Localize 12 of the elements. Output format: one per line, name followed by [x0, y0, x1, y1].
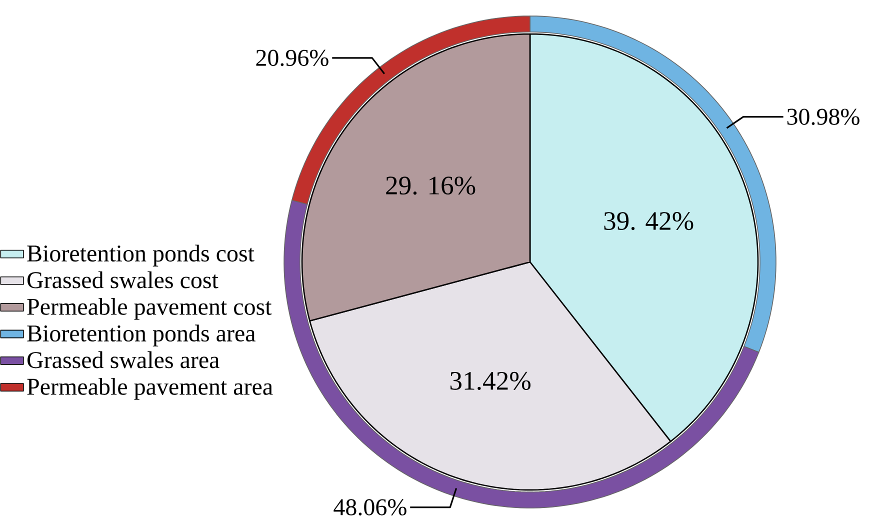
data-label: 39. 42%	[604, 212, 694, 230]
data-label: 48.06%	[334, 499, 406, 516]
legend-label: Permeable pavement cost	[27, 298, 272, 320]
legend-label: Bioretention ponds area	[27, 324, 256, 346]
data-label: 30.98%	[787, 108, 860, 125]
legend-label: Bioretention ponds cost	[27, 244, 254, 266]
data-label: 31.42%	[450, 372, 530, 390]
legend-label: Grassed swales area	[27, 351, 220, 368]
data-label: 29. 16%	[386, 176, 476, 195]
legend-label: Permeable pavement area	[27, 378, 273, 400]
data-label: 20.96%	[256, 50, 328, 66]
legend-label: Grassed swales cost	[27, 271, 218, 288]
